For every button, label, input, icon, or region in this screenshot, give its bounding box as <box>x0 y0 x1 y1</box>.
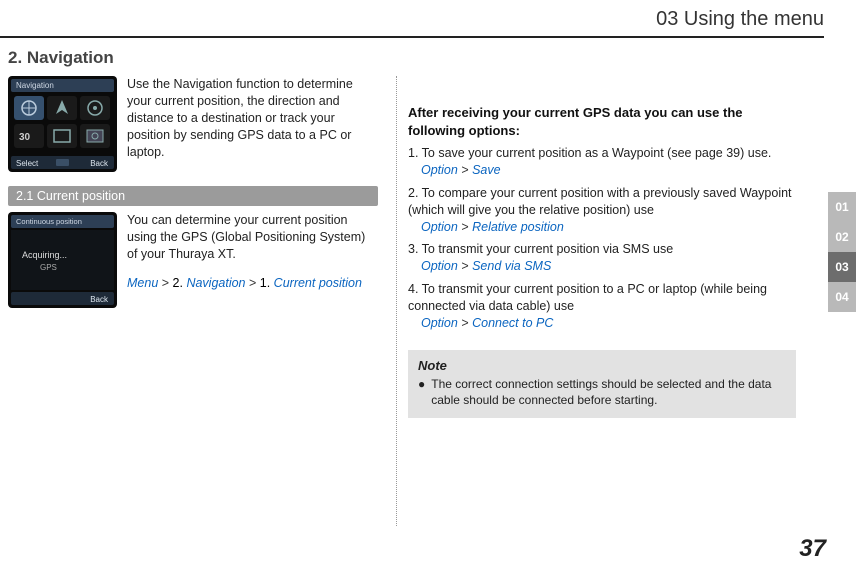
option-sep: > <box>458 163 472 177</box>
item-text: To transmit your current position via SM… <box>422 242 674 256</box>
item-path: Option > Connect to PC <box>421 315 796 332</box>
side-tabs: 01020304 <box>828 192 856 312</box>
phone-screenshot-position: Continuous position Acquiring... GPS Bac… <box>8 212 117 308</box>
option-link: Save <box>472 163 501 177</box>
header-rule <box>0 36 824 38</box>
option-sep: > <box>458 316 472 330</box>
note-title: Note <box>418 358 786 373</box>
menu-part: Menu <box>127 276 158 290</box>
softkey-right: Back <box>90 159 109 168</box>
subsection-block: Continuous position Acquiring... GPS Bac… <box>8 212 378 308</box>
item-number: 4. <box>408 282 422 296</box>
chapter-tab-03[interactable]: 03 <box>828 252 856 282</box>
intro-block: Navigation 30 <box>8 76 378 172</box>
option-link: Connect to PC <box>472 316 553 330</box>
section-title: 2. Navigation <box>8 48 796 68</box>
item-number: 3. <box>408 242 422 256</box>
right-column: After receiving your current GPS data yo… <box>408 104 796 418</box>
menu-num: 2. <box>173 276 183 290</box>
item-text: To save your current position as a Waypo… <box>422 146 772 160</box>
right-heading: After receiving your current GPS data yo… <box>408 104 796 139</box>
option-link: Relative position <box>472 220 564 234</box>
phone-title: Navigation <box>16 81 54 90</box>
subsection-text-wrap: You can determine your current position … <box>127 212 378 308</box>
item-text: To compare your current position with a … <box>408 186 792 217</box>
item-text: To transmit your current position to a P… <box>408 282 767 313</box>
menu-sep: > <box>246 276 260 290</box>
option-link: Option <box>421 163 458 177</box>
subsection-text: You can determine your current position … <box>127 212 378 263</box>
note-bullet: ● The correct connection settings should… <box>418 376 786 408</box>
phone-screenshot-navigation: Navigation 30 <box>8 76 117 172</box>
menu-path: Menu > 2. Navigation > 1. Current positi… <box>127 275 378 292</box>
option-item: 3. To transmit your current position via… <box>408 241 796 275</box>
note-box: Note ● The correct connection settings s… <box>408 350 796 418</box>
option-link: Option <box>421 220 458 234</box>
menu-sep: > <box>158 276 172 290</box>
note-text: The correct connection settings should b… <box>431 376 786 408</box>
chapter-header: 03 Using the menu <box>656 8 824 31</box>
option-item: 4. To transmit your current position to … <box>408 281 796 332</box>
phone2-softkey-right: Back <box>90 295 109 304</box>
phone2-title: Continuous position <box>16 217 82 226</box>
item-path: Option > Save <box>421 162 796 179</box>
intro-text: Use the Navigation function to determine… <box>127 76 378 172</box>
phone2-line2: GPS <box>40 263 57 272</box>
option-item: 1. To save your current position as a Wa… <box>408 145 796 179</box>
chapter-tab-01[interactable]: 01 <box>828 192 856 222</box>
options-list: 1. To save your current position as a Wa… <box>408 145 796 332</box>
option-link: Option <box>421 259 458 273</box>
option-sep: > <box>458 220 472 234</box>
softkey-left: Select <box>16 159 39 168</box>
option-link: Option <box>421 316 458 330</box>
menu-num: 1. <box>260 276 270 290</box>
option-item: 2. To compare your current position with… <box>408 185 796 236</box>
phone2-line1: Acquiring... <box>22 250 67 260</box>
subsection-bar: 2.1 Current position <box>8 186 378 206</box>
item-path: Option > Relative position <box>421 219 796 236</box>
chapter-tab-02[interactable]: 02 <box>828 222 856 252</box>
item-path: Option > Send via SMS <box>421 258 796 275</box>
page-number: 37 <box>799 535 826 563</box>
option-sep: > <box>458 259 472 273</box>
column-divider <box>396 76 397 526</box>
menu-part: Navigation <box>183 276 246 290</box>
item-number: 1. <box>408 146 422 160</box>
chapter-tab-04[interactable]: 04 <box>828 282 856 312</box>
left-column: Navigation 30 <box>8 76 378 322</box>
option-link: Send via SMS <box>472 259 551 273</box>
page-content: 2. Navigation Navigation <box>8 48 796 529</box>
bullet-dot: ● <box>418 376 425 408</box>
svg-text:30: 30 <box>19 132 31 143</box>
item-number: 2. <box>408 186 422 200</box>
menu-part: Current position <box>270 276 362 290</box>
